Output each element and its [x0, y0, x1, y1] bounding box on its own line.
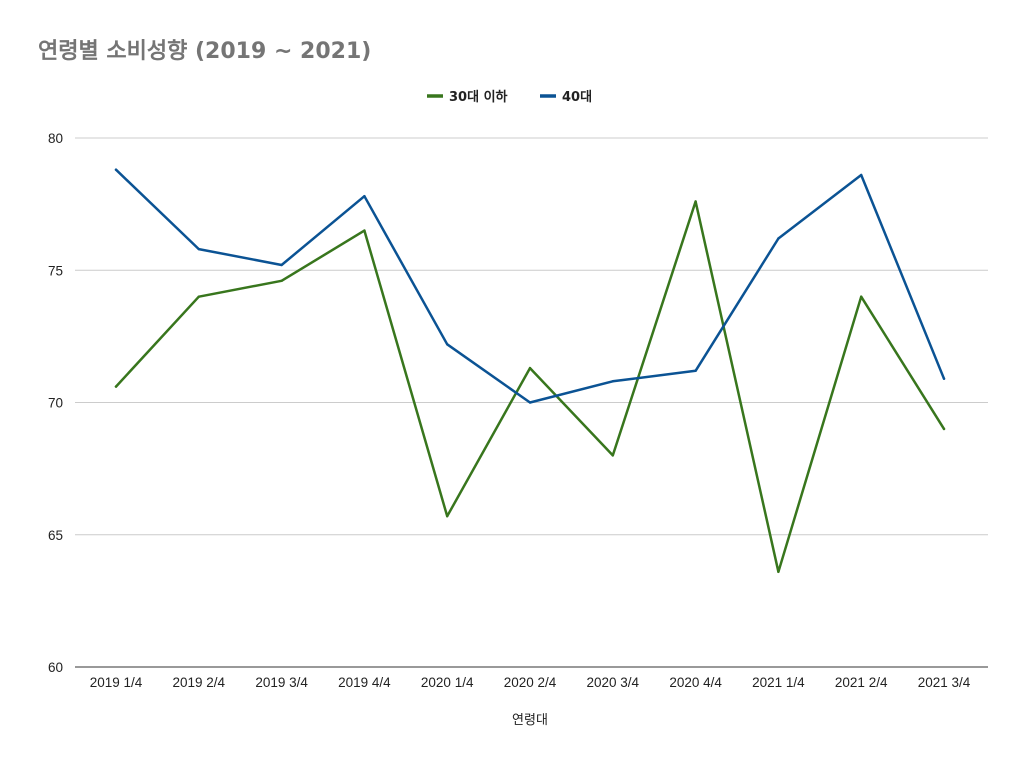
data-point [114, 168, 118, 171]
data-point [611, 454, 614, 457]
legend: 30대 이하 40대 [427, 89, 592, 105]
x-axis-title: 연령대 [512, 713, 548, 728]
data-point [777, 570, 780, 573]
x-tick-label: 2020 3/4 [587, 675, 640, 690]
data-point [446, 343, 449, 346]
x-tick-label: 2019 2/4 [173, 675, 226, 690]
data-point [777, 237, 780, 240]
x-tick-label: 2019 3/4 [255, 675, 308, 690]
data-point [942, 427, 946, 431]
data-point [942, 377, 946, 380]
data-point [280, 263, 283, 267]
y-tick-label: 70 [48, 396, 63, 411]
x-tick-label: 2019 4/4 [338, 675, 391, 690]
data-point [694, 369, 697, 372]
data-point [528, 401, 532, 404]
series-layer [114, 168, 946, 574]
x-tick-label: 2020 4/4 [669, 675, 722, 690]
data-point [280, 279, 283, 283]
gridlines [75, 137, 988, 668]
x-tick-label: 2021 3/4 [918, 675, 971, 690]
data-point [528, 366, 532, 370]
data-point [197, 247, 200, 251]
x-tick-label: 2021 1/4 [752, 675, 805, 690]
x-tick-label: 2021 2/4 [835, 675, 888, 690]
data-point [694, 200, 697, 203]
y-tick-label: 75 [48, 263, 63, 278]
y-tick-label: 80 [48, 131, 63, 146]
chart-title: 연령별 소비성향 (2019 ~ 2021) [38, 39, 371, 64]
x-axis-ticks: 2019 1/4 2019 2/4 2019 3/4 2019 4/4 2020 1/4… [90, 675, 971, 690]
data-point [860, 295, 863, 298]
x-tick-label: 2019 1/4 [90, 675, 143, 690]
data-point [446, 515, 449, 518]
data-point [611, 380, 614, 383]
y-axis-ticks: 60 65 70 75 80 [48, 131, 63, 675]
y-tick-label: 65 [48, 528, 63, 543]
legend-label: 40대 [562, 90, 592, 105]
series-2 [114, 168, 946, 404]
data-point [363, 229, 366, 232]
legend-item: 30대 이하 [427, 89, 508, 105]
legend-label: 30대 이하 [449, 89, 508, 105]
data-point [860, 173, 863, 177]
x-tick-label: 2020 2/4 [504, 675, 557, 690]
data-point [197, 295, 200, 298]
data-point [114, 385, 118, 388]
x-tick-label: 2020 1/4 [421, 675, 474, 690]
legend-item: 40대 [540, 90, 592, 105]
data-point [363, 194, 366, 198]
series-1 [114, 200, 946, 574]
y-tick-label: 60 [48, 660, 63, 675]
